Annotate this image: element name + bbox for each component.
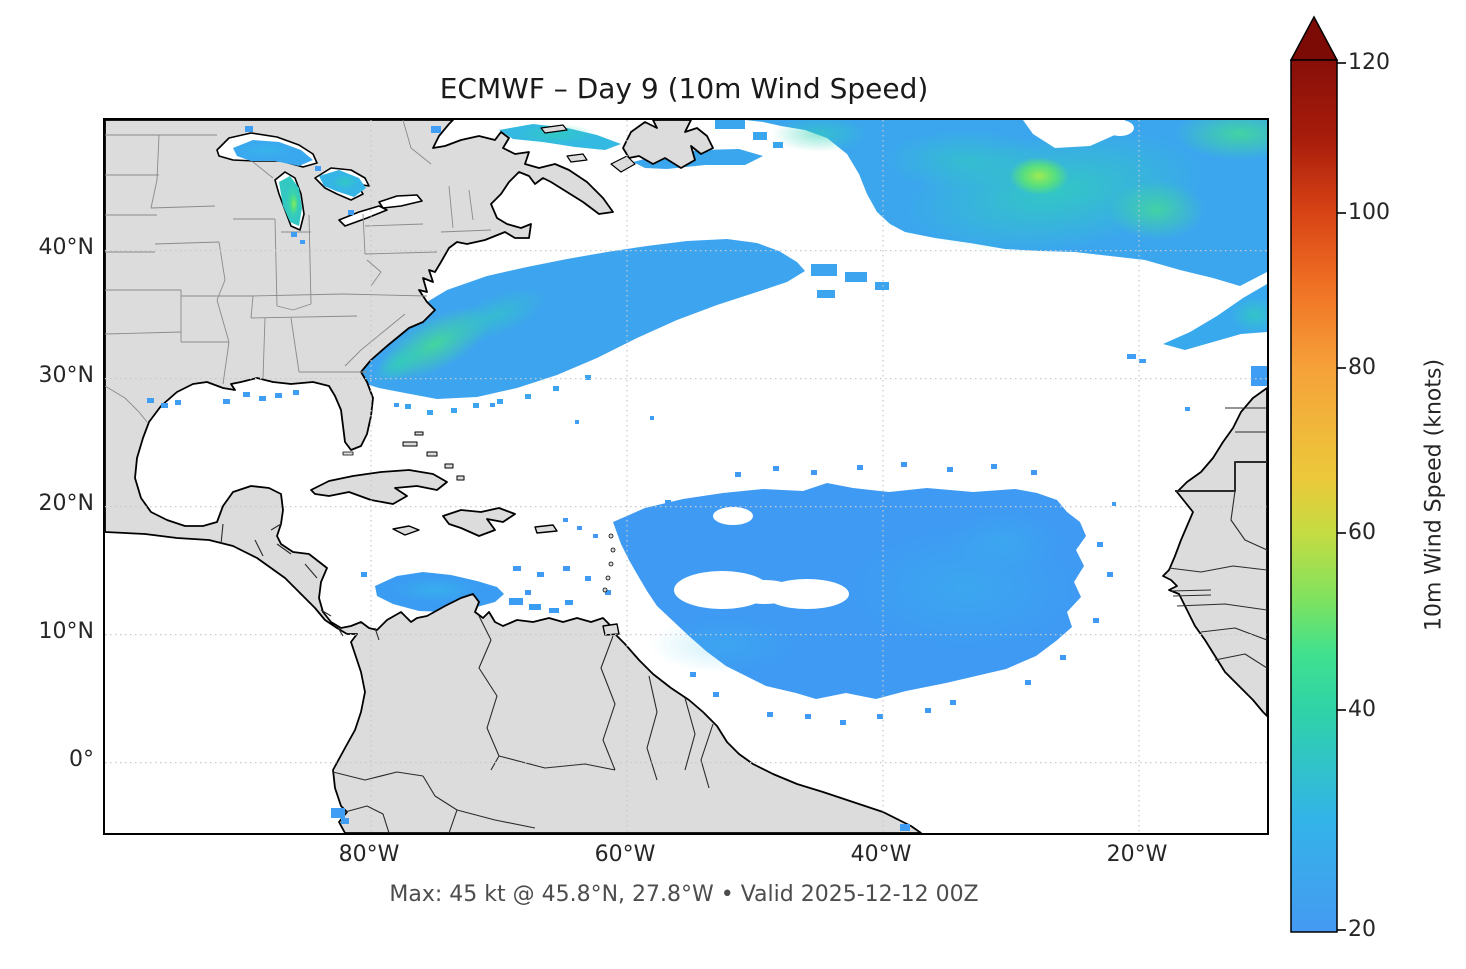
y-tick-30n: 30°N bbox=[38, 363, 94, 388]
jamaica bbox=[392, 525, 420, 536]
west-africa bbox=[1162, 387, 1267, 717]
map-plot-area bbox=[103, 118, 1269, 835]
florida-keys bbox=[342, 451, 354, 456]
puerto-rico bbox=[534, 524, 558, 534]
x-tick-20w: 20°W bbox=[1106, 842, 1168, 867]
great-lake-ontario bbox=[378, 194, 423, 209]
anticosti-island bbox=[540, 124, 568, 134]
x-tick-80w: 80°W bbox=[338, 842, 400, 867]
north-and-south-america-landmass bbox=[105, 120, 922, 833]
cb-tick-60: 60 bbox=[1348, 520, 1376, 545]
x-tick-60w: 60°W bbox=[594, 842, 656, 867]
y-tick-0: 0° bbox=[69, 747, 94, 772]
x-tick-40w: 40°W bbox=[850, 842, 912, 867]
chart-title: ECMWF – Day 9 (10m Wind Speed) bbox=[439, 72, 929, 105]
y-tick-10n: 10°N bbox=[38, 619, 94, 644]
country-borders bbox=[220, 407, 1267, 833]
gridlines bbox=[105, 120, 1267, 833]
cb-tick-20: 20 bbox=[1348, 917, 1376, 942]
map-canvas bbox=[105, 120, 1267, 833]
y-tick-40n: 40°N bbox=[38, 235, 94, 260]
cb-tick-80: 80 bbox=[1348, 355, 1376, 380]
colorbar-gradient bbox=[1290, 59, 1338, 933]
cape-breton-island bbox=[610, 155, 636, 173]
cb-tick-40: 40 bbox=[1348, 697, 1376, 722]
colorbar-extend-arrow bbox=[1289, 15, 1339, 61]
newfoundland bbox=[622, 120, 714, 169]
trinidad bbox=[602, 623, 620, 636]
max-annotation: Max: 45 kt @ 45.8°N, 27.8°W • Valid 2025… bbox=[389, 882, 979, 907]
hispaniola bbox=[442, 507, 516, 537]
cb-tick-120: 120 bbox=[1348, 50, 1390, 75]
colorbar bbox=[1289, 15, 1346, 933]
bahamas bbox=[402, 431, 465, 481]
cb-tick-100: 100 bbox=[1348, 200, 1390, 225]
colorbar-tick-marks bbox=[1337, 62, 1346, 931]
lesser-antilles bbox=[602, 533, 616, 593]
wind-coastal-layer bbox=[147, 126, 910, 831]
y-tick-20n: 20°N bbox=[38, 491, 94, 516]
prince-edward-island bbox=[566, 153, 588, 163]
colorbar-axis-label: 10m Wind Speed (knots) bbox=[1421, 358, 1447, 632]
state-borders bbox=[105, 120, 492, 423]
cuba bbox=[310, 469, 448, 505]
